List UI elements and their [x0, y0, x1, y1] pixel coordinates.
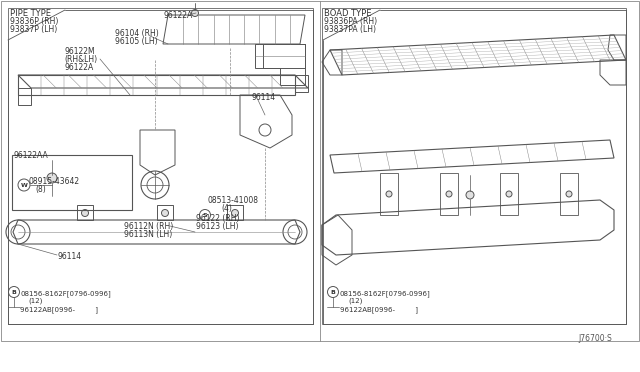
Text: (12): (12) — [28, 298, 42, 305]
Circle shape — [506, 191, 512, 197]
Text: W: W — [20, 183, 28, 187]
Text: BOAD TYPE: BOAD TYPE — [324, 9, 371, 18]
Bar — [12, 155, 132, 210]
Text: B: B — [12, 289, 17, 295]
Text: 96104 (RH): 96104 (RH) — [115, 29, 159, 38]
Bar — [8, 8, 313, 324]
Circle shape — [191, 10, 198, 16]
Text: J76700·S: J76700·S — [578, 334, 612, 343]
Text: 08156-8162F[0796-0996]: 08156-8162F[0796-0996] — [20, 290, 111, 297]
Text: 93837PA (LH): 93837PA (LH) — [324, 25, 376, 34]
Text: 96122A: 96122A — [64, 63, 93, 72]
Text: 96122M: 96122M — [64, 47, 95, 56]
Text: B: B — [331, 289, 335, 295]
Text: (8): (8) — [35, 185, 45, 194]
Text: (RH&LH): (RH&LH) — [64, 55, 97, 64]
Bar — [322, 8, 626, 324]
Text: 96122AA: 96122AA — [13, 151, 48, 160]
Circle shape — [566, 191, 572, 197]
Circle shape — [386, 191, 392, 197]
Text: 96122AB[0996-         ]: 96122AB[0996- ] — [20, 306, 98, 313]
Circle shape — [446, 191, 452, 197]
Text: (12): (12) — [348, 298, 362, 305]
Text: 93836PA (RH): 93836PA (RH) — [324, 17, 377, 26]
Text: 96114: 96114 — [57, 252, 81, 261]
Circle shape — [466, 191, 474, 199]
Text: 96112N (RH): 96112N (RH) — [124, 222, 173, 231]
Text: 96105 (LH): 96105 (LH) — [115, 37, 157, 46]
Circle shape — [47, 173, 57, 183]
Text: 08915-43642: 08915-43642 — [28, 177, 79, 186]
Circle shape — [81, 209, 88, 217]
Text: (4): (4) — [221, 204, 232, 213]
Circle shape — [232, 209, 239, 217]
Text: 96114: 96114 — [252, 93, 276, 102]
Text: PIPE TYPE: PIPE TYPE — [10, 9, 51, 18]
Circle shape — [161, 209, 168, 217]
Text: 96123 (LH): 96123 (LH) — [196, 222, 239, 231]
Text: 96122AB[0996-         ]: 96122AB[0996- ] — [340, 306, 418, 313]
Text: 96122 (RH): 96122 (RH) — [196, 214, 239, 223]
Text: 08513-41008: 08513-41008 — [208, 196, 259, 205]
Text: 93837P (LH): 93837P (LH) — [10, 25, 57, 34]
Text: 96122A: 96122A — [163, 11, 192, 20]
Text: S: S — [203, 212, 207, 218]
Text: 96113N (LH): 96113N (LH) — [124, 230, 172, 239]
Text: 93836P (RH): 93836P (RH) — [10, 17, 58, 26]
Text: 08156-8162F[0796-0996]: 08156-8162F[0796-0996] — [340, 290, 431, 297]
